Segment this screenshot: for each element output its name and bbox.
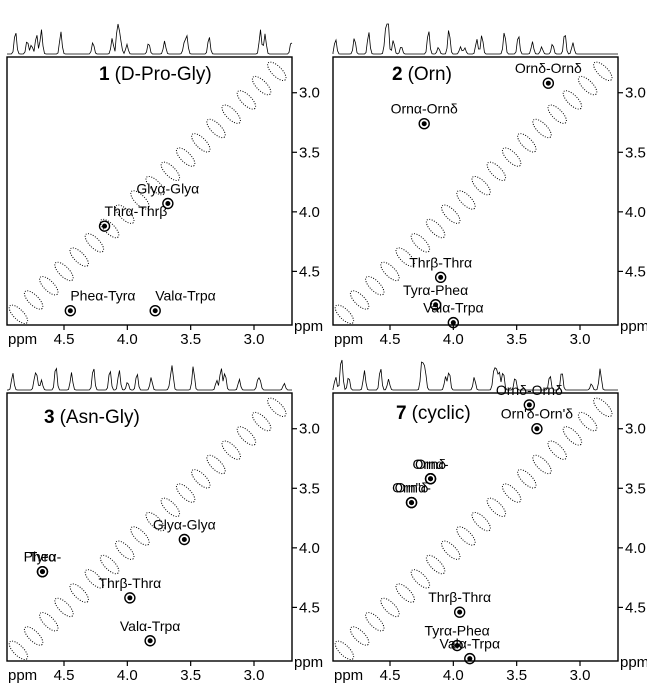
y-tick-label: 3.5: [299, 144, 320, 161]
x-tick-label: 3.5: [506, 331, 527, 348]
diagonal-contours: [332, 59, 614, 326]
peak-label: Thrα-Thrβ: [105, 203, 168, 219]
x-tick-label: 3.0: [244, 667, 265, 684]
peak-label: Thrβ-Thrα: [98, 575, 161, 591]
peak-label: Ornδ: [415, 456, 446, 472]
peak-label: Thrβ-Thrα: [428, 589, 491, 605]
cross-peak: [465, 654, 475, 664]
x-tick-label: 3.0: [244, 331, 265, 348]
panel-title: 1 (D-Pro-Gly): [99, 64, 212, 85]
panel-3: Glyα-Glyα Pheα-Tyrα Thrβ-Thrα Valα-Trpα 3 (As…: [6, 365, 323, 684]
panel-name: (Asn-Gly): [60, 407, 140, 428]
peak-label: Glyα-Glyα: [153, 517, 216, 533]
y-tick-label: 3.5: [625, 480, 646, 497]
panel-number: 1: [99, 64, 110, 85]
y-tick-label: 3.0: [625, 421, 646, 438]
cross-peak: [65, 306, 75, 316]
cross-peak: [100, 221, 110, 231]
cross-peak: [37, 567, 47, 577]
cross-peak: [455, 607, 465, 617]
panel-number: 7: [396, 403, 407, 424]
peak-label: Valα-Trpα: [423, 300, 484, 316]
cross-peak: [150, 306, 160, 316]
panel-title: 2 (Orn): [392, 64, 452, 85]
cross-peak: [543, 78, 553, 88]
panel-title: 7 (cyclic): [396, 403, 471, 424]
peak-label: Valα-Trpα: [155, 288, 216, 304]
y-tick-label: 4.0: [625, 540, 646, 557]
peak-label: Ornα-Ornδ: [391, 101, 458, 117]
peak-label: Tyrα: [29, 549, 57, 565]
x-axis-label: ppm: [334, 331, 363, 348]
x-axis-label: ppm: [8, 667, 37, 684]
panel-name: (cyclic): [412, 403, 471, 424]
x-axis-label: ppm: [334, 667, 363, 684]
cross-peak: [532, 424, 542, 434]
cross-peak: [145, 636, 155, 646]
y-tick-label: 3.0: [625, 85, 646, 102]
panel-1: Thrα-Thrβ Glyα-Glyα Pheα-Tyrα Valα-Trpα 1 (D-…: [6, 24, 323, 348]
y-axis-label: ppm: [294, 318, 323, 335]
peak-label: Glyα-Glyα: [136, 181, 199, 197]
y-tick-label: 4.5: [299, 599, 320, 616]
x-tick-label: 4.0: [443, 667, 464, 684]
x-tick-label: 4.5: [54, 331, 75, 348]
y-tick-label: 4.5: [625, 599, 646, 616]
y-tick-label: 3.0: [299, 85, 320, 102]
x-tick-label: 3.5: [180, 331, 201, 348]
cross-peak: [419, 119, 429, 129]
y-tick-label: 3.0: [299, 421, 320, 438]
y-tick-label: 4.5: [299, 263, 320, 280]
cross-peak: [125, 593, 135, 603]
cross-peak: [179, 535, 189, 545]
peak-label: Ornδ-Ornδ: [496, 382, 563, 398]
x-tick-label: 4.5: [380, 331, 401, 348]
y-tick-label: 3.5: [625, 144, 646, 161]
y-tick-label: 4.0: [299, 540, 320, 557]
cross-peak: [407, 498, 417, 508]
y-axis-label: ppm: [620, 654, 647, 671]
peak-label: Pheα-Tyrα: [70, 288, 135, 304]
x-tick-label: 4.0: [443, 331, 464, 348]
x-tick-label: 3.5: [506, 667, 527, 684]
x-tick-label: 4.0: [117, 331, 138, 348]
panel-name: (Orn): [408, 64, 452, 85]
projection-spectrum: [7, 24, 292, 54]
x-tick-label: 4.5: [380, 667, 401, 684]
panel-number: 2: [392, 64, 403, 85]
x-axis-label: ppm: [8, 331, 37, 348]
panel-7: Ornδ-Ornδ Orn'δ-Orn'δ Ornα-Ornδ Orn'α-Orn'δ…: [332, 360, 647, 684]
y-axis-label: ppm: [620, 318, 647, 335]
peak-label: Thrβ-Thrα: [409, 254, 472, 270]
x-tick-label: 3.0: [570, 667, 591, 684]
y-tick-label: 4.0: [299, 204, 320, 221]
y-tick-label: 4.5: [625, 263, 646, 280]
y-axis-label: ppm: [294, 654, 323, 671]
x-tick-label: 4.0: [117, 667, 138, 684]
panel-2: Ornδ-Ornδ Ornα-Ornδ Thrβ-Thrα Tyrα-Pheα Valα…: [332, 24, 647, 348]
x-tick-label: 4.5: [54, 667, 75, 684]
panel-number: 3: [44, 407, 55, 428]
projection-spectrum: [333, 24, 618, 54]
plot-frame: [333, 57, 618, 325]
peak-label: Valα-Trpα: [440, 636, 501, 652]
projection-spectrum: [333, 360, 618, 390]
peak-label: Ornδ-Ornδ: [515, 60, 582, 76]
peak-label: Orn'δ-Orn'δ: [501, 406, 573, 422]
projection-spectrum: [7, 365, 292, 390]
x-tick-label: 3.5: [180, 667, 201, 684]
peak-label: Valα-Trpα: [120, 618, 181, 634]
plot-frame: [333, 393, 618, 661]
y-tick-label: 4.0: [625, 204, 646, 221]
peak-label: Orn'δ: [395, 480, 429, 496]
panel-title: 3 (Asn-Gly): [44, 407, 140, 428]
peak-label: Tyrα-Pheα: [403, 282, 468, 298]
y-tick-label: 3.5: [299, 480, 320, 497]
x-tick-label: 3.0: [570, 331, 591, 348]
panel-name: (D-Pro-Gly): [115, 64, 212, 85]
